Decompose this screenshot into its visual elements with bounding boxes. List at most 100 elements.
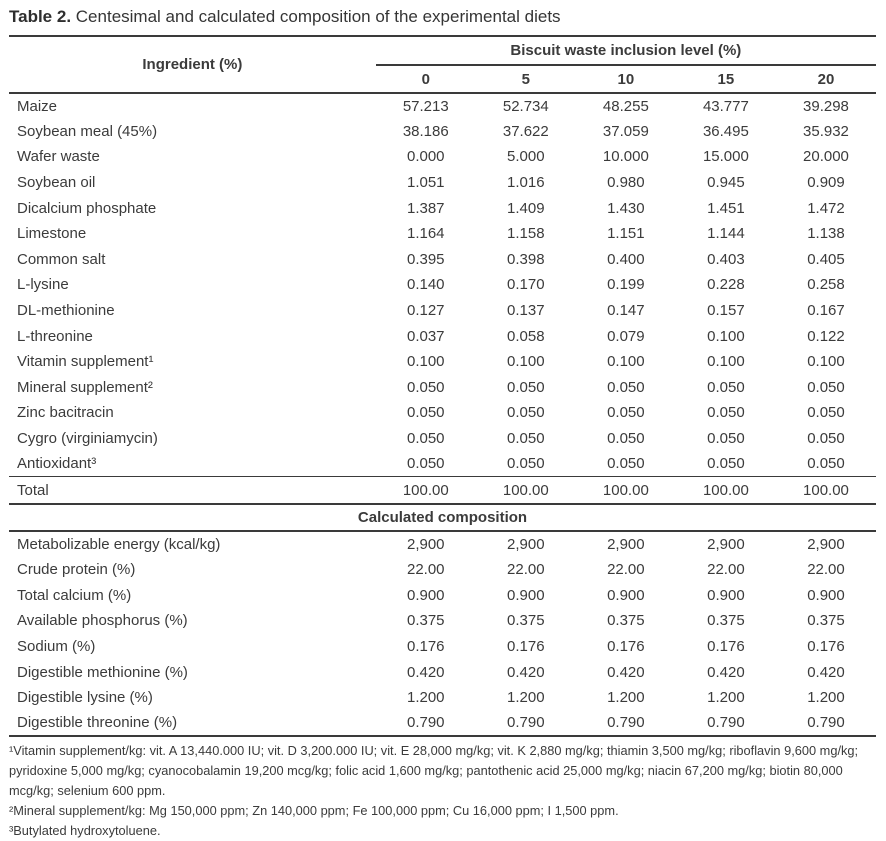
- value-cell: 0.790: [607, 714, 645, 732]
- value-cell: 0.050: [607, 378, 645, 396]
- footnote-1: ¹Vitamin supplement/kg: vit. A 13,440.00…: [9, 743, 859, 799]
- value-cell: 0.100: [707, 353, 745, 371]
- table-row: Zinc bacitracin 0.050 0.050 0.050 0.050 0.050: [9, 400, 876, 426]
- row-label: Vitamin supplement¹: [17, 353, 154, 371]
- table-row: Wafer waste 0.000 5.000 10.000 15.000 20.000: [9, 144, 876, 170]
- value-cell: 0.157: [707, 302, 745, 320]
- section-header-row: Calculated composition: [9, 504, 876, 533]
- value-cell: 0.100: [707, 327, 745, 345]
- value-cell: 0.100: [807, 353, 845, 371]
- value-cell: 0.050: [507, 430, 545, 448]
- total-body: Total 100.00 100.00 100.00 100.00 100.00: [9, 476, 876, 506]
- value-cell: 0.050: [406, 378, 445, 396]
- footnotes: ¹Vitamin supplement/kg: vit. A 13,440.00…: [9, 737, 876, 841]
- table-row: Digestible threonine (%) 0.790 0.790 0.790 0…: [9, 711, 876, 737]
- value-cell: 0.900: [607, 586, 645, 604]
- value-cell: 0.790: [406, 714, 445, 732]
- table-caption: Centesimal and calculated composition of…: [75, 7, 561, 26]
- row-label: Available phosphorus (%): [17, 612, 188, 630]
- value-cell: 2,900: [406, 536, 445, 554]
- value-cell: 0.980: [607, 174, 645, 192]
- section-header: Calculated composition: [9, 504, 876, 533]
- value-cell: 0.420: [807, 663, 845, 681]
- value-cell: 39.298: [803, 97, 849, 115]
- value-cell: 1.200: [406, 689, 445, 707]
- table-row: Digestible lysine (%) 1.200 1.200 1.200 1.20…: [9, 685, 876, 711]
- value-cell: 0.050: [507, 378, 545, 396]
- value-cell: 1.200: [607, 689, 645, 707]
- footnote-3: ³Butylated hydroxytoluene.: [9, 823, 161, 839]
- level-header-row: 0 5 10 15 20: [9, 65, 876, 93]
- value-cell: 22.00: [507, 561, 545, 579]
- table-row: Crude protein (%) 22.00 22.00 22.00 22.00 22.…: [9, 557, 876, 583]
- value-cell: 0.050: [607, 430, 645, 448]
- row-label: Digestible methionine (%): [17, 663, 188, 681]
- value-cell: 0.050: [807, 430, 845, 448]
- value-cell: 20.000: [803, 148, 849, 166]
- table-row: Vitamin supplement¹ 0.100 0.100 0.100 0.100 0…: [9, 349, 876, 375]
- value-cell: 0.050: [406, 404, 445, 422]
- value-cell: 0.176: [807, 638, 845, 656]
- diet-composition-table: Ingredient (%) Biscuit waste inclusion l…: [9, 35, 876, 738]
- row-label: L-threonine: [17, 327, 93, 345]
- value-cell: 1.138: [807, 225, 845, 243]
- value-cell: 1.200: [707, 689, 745, 707]
- row-label: Mineral supplement²: [17, 378, 153, 396]
- row-label: Metabolizable energy (kcal/kg): [17, 536, 221, 554]
- value-cell: 2,900: [807, 536, 845, 554]
- value-cell: 0.900: [406, 586, 445, 604]
- value-cell: 0.050: [707, 404, 745, 422]
- value-cell: 0.050: [807, 378, 845, 396]
- level-header-10: 10: [617, 70, 635, 88]
- table-row: Soybean meal (45%) 38.186 37.622 37.059 36.4…: [9, 119, 876, 145]
- total-label: Total: [9, 476, 376, 506]
- value-cell: 0.037: [406, 327, 445, 345]
- value-cell: 22.00: [707, 561, 745, 579]
- value-cell: 0.909: [807, 174, 845, 192]
- value-cell: 1.158: [507, 225, 545, 243]
- table-row: Digestible methionine (%) 0.420 0.420 0.420…: [9, 659, 876, 685]
- value-cell: 0.199: [607, 276, 645, 294]
- value-cell: 1.472: [807, 199, 845, 217]
- value-cell: 100.00: [375, 476, 476, 506]
- value-cell: 0.050: [707, 378, 745, 396]
- value-cell: 0.900: [707, 586, 745, 604]
- level-header-5: 5: [521, 70, 530, 88]
- value-cell: 0.176: [406, 638, 445, 656]
- value-cell: 0.176: [507, 638, 545, 656]
- value-cell: 0.176: [607, 638, 645, 656]
- value-cell: 100.00: [575, 476, 676, 506]
- value-cell: 15.000: [702, 148, 749, 166]
- table-row: Dicalcium phosphate 1.387 1.409 1.430 1.451 1…: [9, 195, 876, 221]
- value-cell: 0.050: [807, 455, 845, 473]
- table-row: DL-methionine 0.127 0.137 0.147 0.157 0.167: [9, 298, 876, 324]
- value-cell: 0.100: [507, 353, 545, 371]
- row-label: Zinc bacitracin: [17, 404, 114, 422]
- value-cell: 0.405: [807, 250, 845, 268]
- value-cell: 0.050: [607, 455, 645, 473]
- value-cell: 0.100: [607, 353, 645, 371]
- table-row: Available phosphorus (%) 0.375 0.375 0.375 0…: [9, 608, 876, 634]
- value-cell: 0.900: [807, 586, 845, 604]
- row-label: Total calcium (%): [17, 586, 132, 604]
- row-label: Wafer waste: [17, 148, 100, 166]
- value-cell: 0.147: [607, 302, 645, 320]
- table-row: Cygro (virginiamycin) 0.050 0.050 0.050 0.05…: [9, 426, 876, 452]
- row-label: Common salt: [17, 250, 106, 268]
- value-cell: 0.258: [807, 276, 845, 294]
- value-cell: 0.058: [507, 327, 545, 345]
- value-cell: 22.00: [406, 561, 445, 579]
- value-cell: 0.100: [406, 353, 445, 371]
- value-cell: 0.050: [507, 404, 545, 422]
- value-cell: 48.255: [602, 97, 649, 115]
- value-cell: 1.144: [707, 225, 745, 243]
- value-cell: 0.050: [707, 430, 745, 448]
- table-row: Soybean oil 1.051 1.016 0.980 0.945 0.909: [9, 170, 876, 196]
- value-cell: 0.420: [707, 663, 745, 681]
- value-cell: 0.790: [807, 714, 845, 732]
- value-cell: 2,900: [507, 536, 545, 554]
- row-label: Limestone: [17, 225, 87, 243]
- table-row: Metabolizable energy (kcal/kg) 2,900 2,900…: [9, 531, 876, 557]
- value-cell: 0.122: [807, 327, 845, 345]
